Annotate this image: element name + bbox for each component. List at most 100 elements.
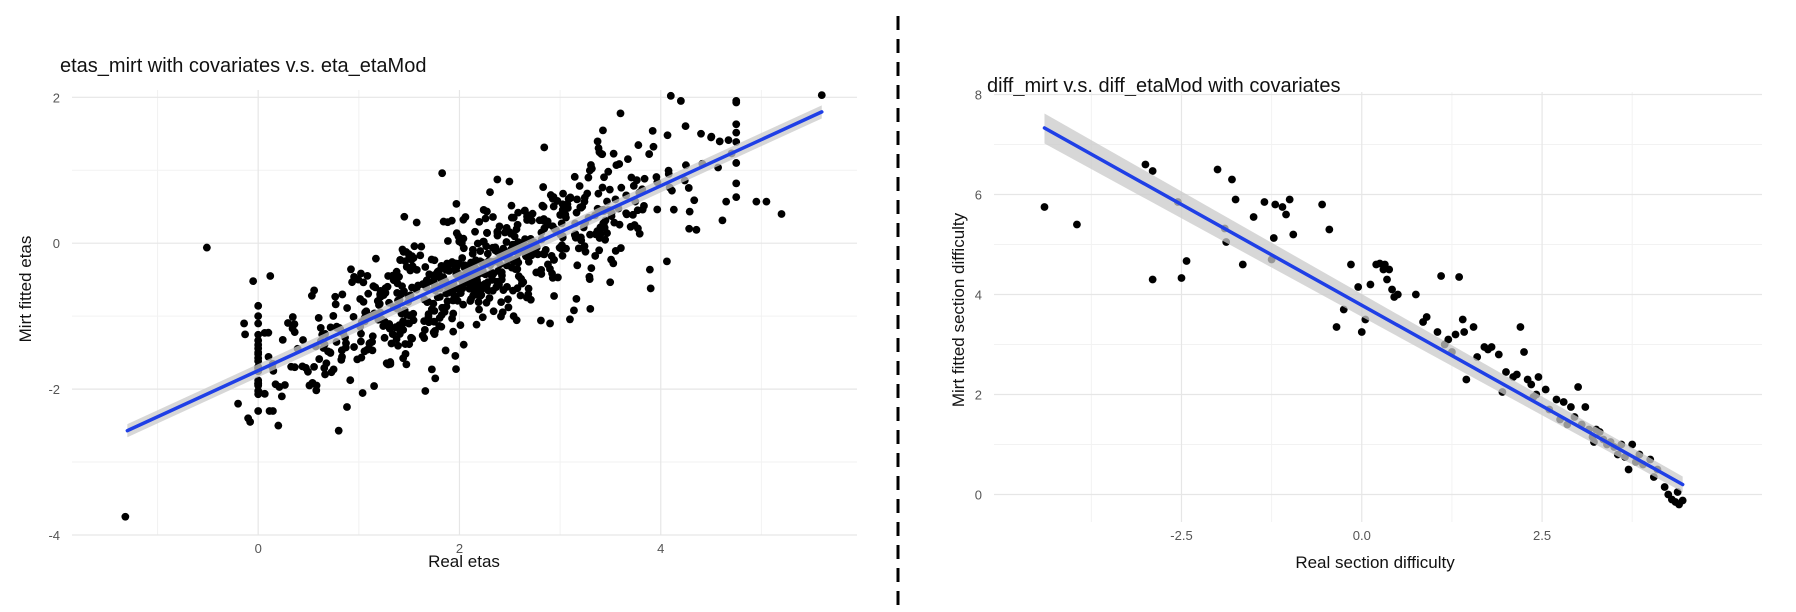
data-point xyxy=(599,126,607,135)
data-point xyxy=(343,304,352,312)
data-point xyxy=(364,289,373,298)
data-point xyxy=(353,355,362,364)
data-point xyxy=(371,283,380,292)
data-point xyxy=(566,315,574,324)
x-axis-label-right: Real section difficulty xyxy=(1295,553,1455,572)
data-point xyxy=(724,136,733,145)
data-point xyxy=(1278,203,1287,211)
data-point xyxy=(360,347,369,356)
data-point xyxy=(395,330,404,338)
data-point xyxy=(402,248,411,256)
data-point xyxy=(472,320,481,329)
data-point xyxy=(254,387,263,395)
data-point xyxy=(254,330,263,339)
y-axis-label-left: Mirt fitted etas xyxy=(16,236,35,343)
data-point xyxy=(681,122,690,131)
data-point xyxy=(1213,165,1222,174)
data-point xyxy=(1383,275,1391,284)
data-point xyxy=(314,314,323,322)
data-point xyxy=(586,230,594,239)
data-point xyxy=(570,306,578,315)
data-point xyxy=(287,362,296,371)
data-point xyxy=(1437,272,1445,280)
data-point xyxy=(511,265,520,273)
data-point xyxy=(732,179,741,188)
data-point xyxy=(444,260,453,269)
data-point xyxy=(512,316,521,325)
data-point xyxy=(387,339,396,348)
data-point xyxy=(585,272,594,281)
data-point xyxy=(537,316,545,325)
data-point xyxy=(254,319,263,328)
data-point xyxy=(601,235,610,244)
data-point xyxy=(254,407,263,415)
data-point xyxy=(1552,395,1561,404)
data-point xyxy=(485,294,494,302)
data-point xyxy=(405,319,413,328)
data-point xyxy=(431,374,440,383)
data-point xyxy=(1231,195,1240,204)
data-point xyxy=(482,242,491,251)
data-point xyxy=(284,319,292,327)
data-point xyxy=(598,183,607,192)
data-point xyxy=(421,263,430,271)
data-point xyxy=(472,282,480,291)
data-point xyxy=(1228,175,1236,184)
data-point xyxy=(516,291,525,300)
data-point xyxy=(732,159,741,167)
data-point xyxy=(1574,383,1583,391)
data-point xyxy=(550,292,558,300)
data-point xyxy=(576,203,585,212)
data-point xyxy=(421,387,430,395)
data-point xyxy=(310,362,318,371)
data-point xyxy=(368,346,377,355)
data-point xyxy=(269,407,277,415)
data-point xyxy=(632,176,641,185)
chart-title-right: diff_mirt v.s. diff_etaMod with covariat… xyxy=(987,75,1341,97)
data-point xyxy=(1469,323,1478,331)
data-point xyxy=(435,292,444,301)
data-point xyxy=(514,208,523,217)
data-point xyxy=(454,232,463,241)
data-point xyxy=(475,305,483,314)
data-point xyxy=(606,278,615,287)
x-tick-label: -2.5 xyxy=(1170,528,1192,543)
data-point xyxy=(524,257,533,266)
data-point xyxy=(363,271,372,280)
data-point xyxy=(1177,274,1186,282)
data-point xyxy=(1385,265,1394,274)
data-point xyxy=(526,295,535,304)
data-point xyxy=(438,169,447,178)
data-point xyxy=(539,202,548,211)
data-point xyxy=(479,206,488,214)
data-point xyxy=(640,174,649,183)
data-point xyxy=(349,312,358,321)
data-point xyxy=(559,189,567,198)
data-point xyxy=(1318,200,1327,209)
data-point xyxy=(610,218,619,227)
data-point xyxy=(326,323,335,332)
data-point xyxy=(365,339,374,348)
data-point xyxy=(1581,403,1590,411)
data-point xyxy=(1624,465,1633,474)
data-point xyxy=(762,197,771,206)
data-point xyxy=(1520,348,1528,356)
y-tick-label: 4 xyxy=(975,288,982,303)
data-point xyxy=(354,275,363,284)
data-point xyxy=(348,278,356,287)
data-point xyxy=(254,379,263,387)
data-point xyxy=(634,224,642,233)
data-point xyxy=(234,399,242,408)
data-point xyxy=(609,149,618,158)
data-point xyxy=(732,193,741,202)
data-point xyxy=(622,209,631,218)
data-point xyxy=(400,212,409,221)
data-point xyxy=(669,205,678,214)
data-point xyxy=(646,284,655,293)
data-point xyxy=(550,255,558,264)
data-point xyxy=(281,381,289,389)
data-point xyxy=(478,313,487,322)
data-point xyxy=(381,284,390,293)
data-point xyxy=(553,197,562,205)
data-point xyxy=(1422,313,1431,321)
